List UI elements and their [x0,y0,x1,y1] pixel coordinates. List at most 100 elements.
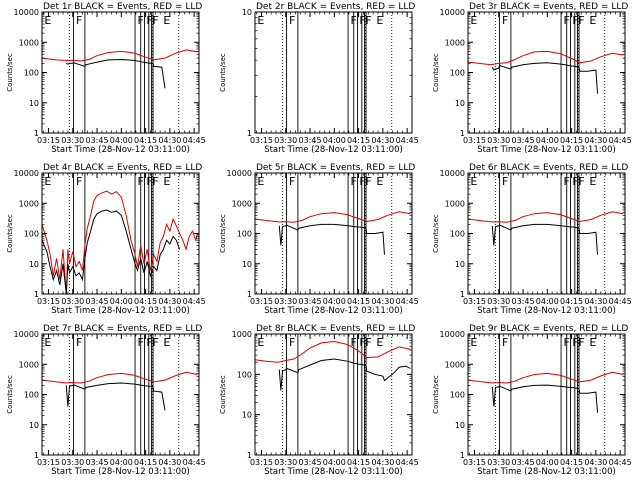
flag-label: E [44,175,51,188]
lld-series-line [41,371,198,384]
x-tick-label: 04:00 [323,458,346,467]
panel-title: Det 7r BLACK = Events, RED = LLD [43,324,202,334]
flag-label: F [578,175,584,188]
x-tick-label: 03:15 [463,458,486,467]
x-tick-label: 04:15 [560,458,583,467]
x-tick-label: 03:30 [487,136,510,145]
flag-label: F [289,336,295,349]
panel-title: Det 3r BLACK = Events, RED = LLD [469,2,628,12]
flag-label: F [350,175,356,188]
y-tick-label: 1000 [232,199,252,208]
x-tick-label: 04:30 [371,136,394,145]
lld-series-line [467,371,624,384]
flag-label: F [76,175,82,188]
flag-label: E [376,175,383,188]
x-tick-label: 03:45 [511,136,534,145]
y-tick-label: 1 [247,290,252,299]
events-series-line [66,58,166,89]
flag-label: F [572,175,578,188]
x-tick-label: 04:00 [323,297,346,306]
x-tick-label: 04:45 [396,458,419,467]
x-tick-label: 03:45 [511,297,534,306]
events-series-line [41,209,181,295]
x-tick-label: 03:15 [250,297,273,306]
y-tick-label: 10000 [14,169,39,178]
x-tick-label: 04:15 [560,136,583,145]
y-axis-label: Counts/sec [6,375,14,414]
y-tick-label: 100 [24,230,39,239]
x-axis-label: Start Time (28-Nov-12 03:11:00) [264,467,403,477]
flag-label: F [365,14,371,27]
plot-frame [467,172,626,295]
flag-label: F [76,336,82,349]
x-tick-label: 04:45 [396,297,419,306]
panel-title: Det 5r BLACK = Events, RED = LLD [256,163,415,173]
flag-label: F [350,336,356,349]
y-tick-label: 1000 [19,38,39,47]
x-tick-label: 04:15 [347,136,370,145]
x-tick-label: 03:30 [487,297,510,306]
x-tick-label: 04:15 [347,458,370,467]
y-tick-label: 10 [455,99,465,108]
flag-label: F [578,14,584,27]
x-tick-label: 03:45 [298,136,321,145]
flag-label: F [289,14,295,27]
y-tick-label: 1 [34,290,39,299]
x-tick-label: 04:15 [134,297,157,306]
flag-label: F [572,336,578,349]
x-tick-label: 04:00 [536,458,559,467]
panel-title: Det 6r BLACK = Events, RED = LLD [469,163,628,173]
x-axis-label: Start Time (28-Nov-12 03:11:00) [51,145,190,155]
x-tick-label: 04:30 [371,458,394,467]
y-tick-label: 10 [29,99,39,108]
x-tick-label: 03:45 [85,297,108,306]
x-tick-label: 04:45 [609,136,632,145]
x-tick-label: 04:30 [158,136,181,145]
x-tick-label: 03:30 [274,136,297,145]
flag-label: F [137,175,143,188]
lld-series-line [467,211,624,223]
x-tick-label: 04:00 [323,136,346,145]
y-tick-label: 10 [29,421,39,430]
y-tick-label: 1000 [19,360,39,369]
y-axis-label: Counts/sec [219,53,227,92]
y-tick-label: 10 [29,260,39,269]
y-tick-label: 10000 [14,8,39,17]
flag-label: F [146,14,152,27]
flag-label: F [563,14,569,27]
flag-label: F [146,336,152,349]
flag-label: F [350,14,356,27]
x-tick-label: 03:15 [250,458,273,467]
x-tick-label: 04:45 [183,297,206,306]
flag-label: F [502,336,508,349]
y-tick-label: 100 [450,230,465,239]
x-tick-label: 03:15 [250,136,273,145]
y-tick-label: 100 [450,69,465,78]
lld-series-line [254,211,411,223]
x-tick-label: 04:45 [183,458,206,467]
flag-label: F [365,175,371,188]
y-tick-label: 10000 [440,169,465,178]
flag-label: E [257,175,264,188]
x-tick-label: 04:00 [110,458,133,467]
y-tick-label: 1 [460,290,465,299]
x-tick-label: 04:15 [560,297,583,306]
x-axis-label: Start Time (28-Nov-12 03:11:00) [477,467,616,477]
lld-series-line [41,190,198,295]
flag-label: F [502,14,508,27]
plot-frame [467,11,626,134]
x-tick-label: 04:00 [110,297,133,306]
flag-label: E [44,14,51,27]
flag-label: E [44,336,51,349]
plot-frame [41,333,200,456]
y-axis-label: Counts/sec [6,214,14,253]
flag-label: F [76,14,82,27]
flag-label: F [502,175,508,188]
y-tick-label: 1000 [19,199,39,208]
